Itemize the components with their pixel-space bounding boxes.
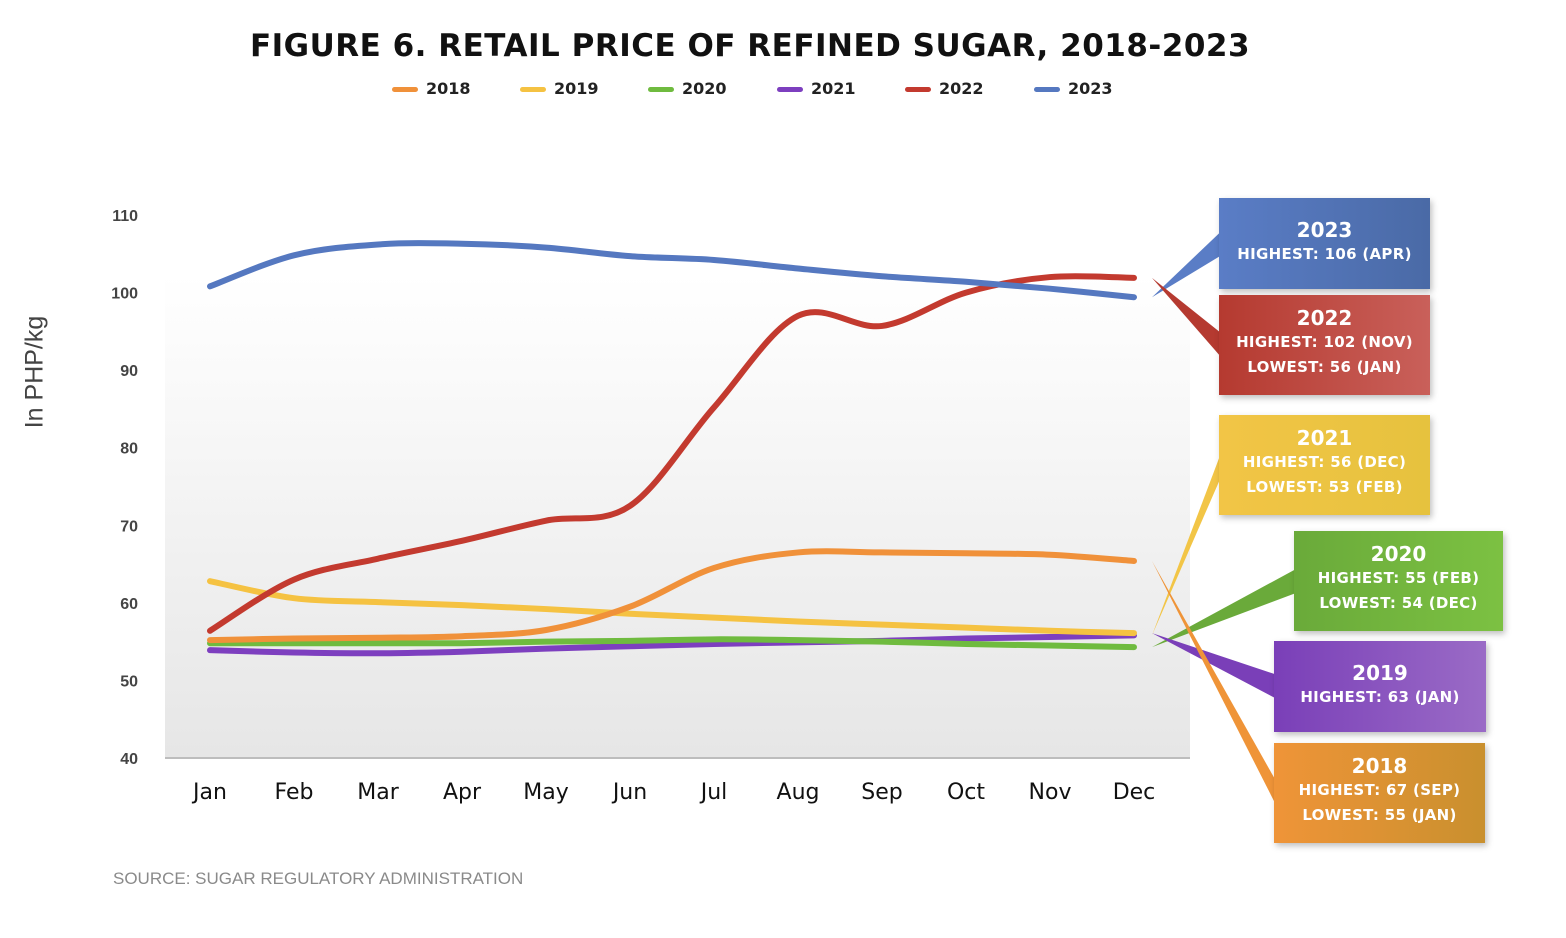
callout-pointer-2022 — [1152, 277, 1221, 357]
x-tick-label: Apr — [443, 780, 482, 805]
legend-label: 2021 — [811, 79, 856, 98]
series-line-2022 — [207, 273, 1137, 634]
callout-pointer-2018 — [1152, 560, 1276, 805]
callout-2023: 2023 HIGHEST: 106 (APR) — [1219, 198, 1430, 289]
legend-label: 2018 — [426, 79, 471, 98]
callout-detail: HIGHEST: 106 (APR) — [1237, 245, 1412, 263]
callout-2021: 2021 HIGHEST: 56 (DEC) LOWEST: 53 (FEB) — [1219, 415, 1430, 515]
y-tick-label: 70 — [120, 518, 138, 535]
legend-label: 2022 — [939, 79, 984, 98]
callout-detail: HIGHEST: 67 (SEP) — [1298, 781, 1461, 799]
callout-pointer-2021 — [1152, 453, 1221, 636]
legend-label: 2019 — [554, 79, 599, 98]
callout-2022: 2022 HIGHEST: 102 (NOV) LOWEST: 56 (JAN) — [1219, 295, 1430, 395]
callout-detail: LOWEST: 55 (JAN) — [1302, 806, 1457, 824]
callout-year: 2018 — [1351, 754, 1408, 778]
legend-swatch — [648, 87, 674, 92]
x-tick-label: Jun — [611, 780, 647, 805]
legend-label: 2023 — [1068, 79, 1113, 98]
series-line-2019 — [207, 578, 1137, 637]
y-tick-label: 80 — [120, 441, 138, 458]
x-tick-label: May — [523, 780, 568, 805]
legend-swatch — [520, 87, 546, 92]
series-line-2020 — [207, 636, 1137, 651]
y-tick-label: 60 — [120, 596, 138, 613]
x-tick-label: Aug — [777, 780, 820, 805]
x-tick-label: Oct — [947, 780, 985, 805]
y-tick-label: 110 — [112, 208, 138, 225]
y-tick-label: 40 — [120, 751, 138, 768]
x-tick-label: Mar — [357, 780, 399, 805]
series-line-2018 — [207, 548, 1137, 644]
x-tick-label: Jan — [191, 780, 227, 805]
callout-2020: 2020 HIGHEST: 55 (FEB) LOWEST: 54 (DEC) — [1294, 531, 1503, 631]
x-tick-label: Dec — [1113, 780, 1156, 805]
x-tick-label: Sep — [861, 780, 902, 805]
x-tick-label: Feb — [275, 780, 314, 805]
legend-label: 2020 — [682, 79, 727, 98]
callout-2018: 2018 HIGHEST: 67 (SEP) LOWEST: 55 (JAN) — [1274, 743, 1485, 843]
legend-swatch — [905, 87, 931, 92]
y-tick-label: 50 — [120, 673, 138, 690]
callout-detail: LOWEST: 53 (FEB) — [1246, 478, 1403, 496]
source-note: SOURCE: SUGAR REGULATORY ADMINISTRATION — [113, 869, 524, 888]
callout-year: 2022 — [1296, 306, 1353, 330]
callout-year: 2019 — [1352, 661, 1408, 685]
y-tick-label: 100 — [111, 286, 138, 303]
legend-swatch — [392, 87, 418, 92]
callout-year: 2020 — [1370, 542, 1427, 566]
callout-pointer-2023 — [1152, 231, 1221, 298]
legend-swatch — [777, 87, 803, 92]
callout-pointer-2019 — [1152, 633, 1276, 699]
callout-detail: LOWEST: 54 (DEC) — [1319, 594, 1478, 612]
chart-title: FIGURE 6. RETAIL PRICE OF REFINED SUGAR,… — [249, 28, 1251, 64]
callout-year: 2021 — [1296, 426, 1353, 450]
callout-year: 2023 — [1296, 218, 1353, 242]
series-line-2021 — [207, 632, 1137, 657]
plot-background — [165, 275, 1190, 758]
x-tick-label: Jul — [699, 780, 728, 805]
callout-detail: HIGHEST: 63 (JAN) — [1300, 688, 1460, 706]
y-tick-label: 90 — [120, 363, 138, 380]
callout-2019: 2019 HIGHEST: 63 (JAN) — [1274, 641, 1486, 732]
callout-detail: HIGHEST: 102 (NOV) — [1236, 333, 1413, 351]
callout-detail: LOWEST: 56 (JAN) — [1247, 358, 1402, 376]
callout-detail: HIGHEST: 55 (FEB) — [1317, 569, 1480, 587]
callout-detail: HIGHEST: 56 (DEC) — [1242, 453, 1407, 471]
x-tick-label: Nov — [1029, 780, 1072, 805]
legend-swatch — [1034, 87, 1060, 92]
series-line-2023 — [207, 240, 1137, 301]
